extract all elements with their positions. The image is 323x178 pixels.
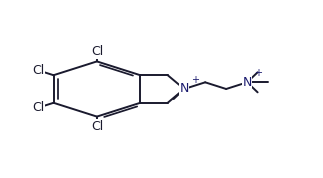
Text: +: + bbox=[191, 75, 199, 85]
Text: N: N bbox=[180, 82, 189, 96]
Text: +: + bbox=[254, 68, 262, 78]
Text: Cl: Cl bbox=[32, 64, 44, 77]
Text: Cl: Cl bbox=[91, 45, 103, 58]
Text: Cl: Cl bbox=[32, 101, 44, 114]
Text: N: N bbox=[243, 76, 252, 89]
Text: Cl: Cl bbox=[91, 120, 103, 133]
